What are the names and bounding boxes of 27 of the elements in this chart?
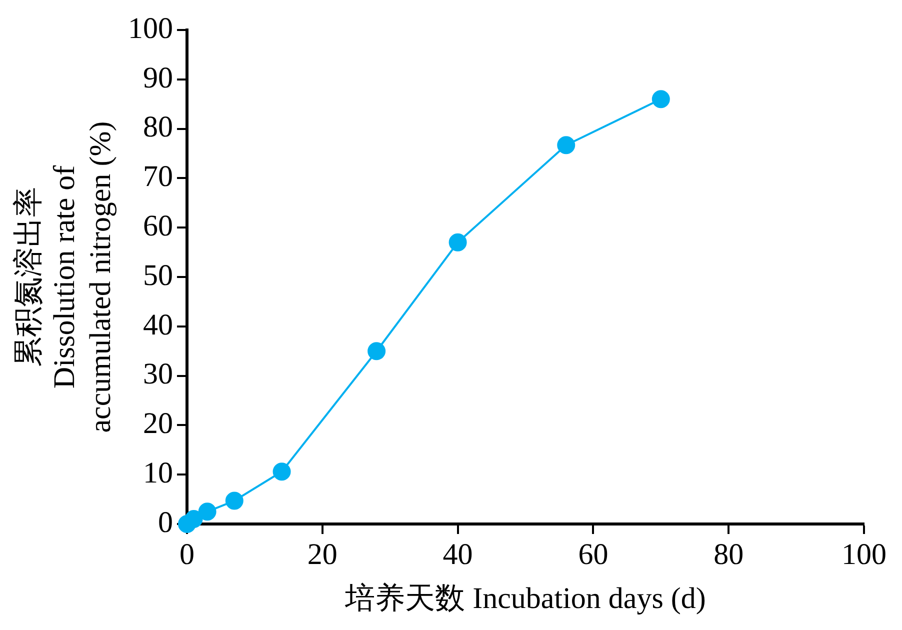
point (448, 233, 467, 252)
point (184, 510, 203, 528)
point (368, 342, 386, 360)
x-tick-label: 100 (842, 538, 886, 571)
y-tick-label: 50 (143, 258, 173, 292)
x-tick-label: 20 (307, 538, 338, 571)
y-tick-label: 0 (158, 506, 173, 539)
point (198, 502, 216, 521)
x-axis-title: 培养天数 Incubation days (d) (344, 582, 706, 615)
y-tick-label: 90 (143, 61, 173, 94)
x-tick-label: 40 (442, 538, 473, 571)
x-tick-label: 0 (180, 538, 194, 571)
y-axis-title: 累积氮溶出率 Dissolution rate of accumulated nitrogen (%) (12, 121, 117, 433)
x-tick-label: 60 (578, 538, 608, 571)
y-tick-label: 80 (143, 110, 173, 144)
x-tick-label: 80 (714, 538, 744, 571)
point (225, 492, 244, 510)
y-tick-label: 100 (128, 12, 173, 45)
y-tick-label: 70 (143, 160, 173, 194)
point (272, 462, 291, 481)
y-tick-label: 30 (143, 358, 173, 391)
y-tick-label: 40 (143, 308, 173, 342)
y-tick-label: 60 (143, 209, 173, 242)
y-tick-label: 10 (143, 456, 173, 490)
y-tick-label: 20 (143, 407, 173, 440)
point (652, 90, 670, 108)
point (557, 136, 576, 154)
